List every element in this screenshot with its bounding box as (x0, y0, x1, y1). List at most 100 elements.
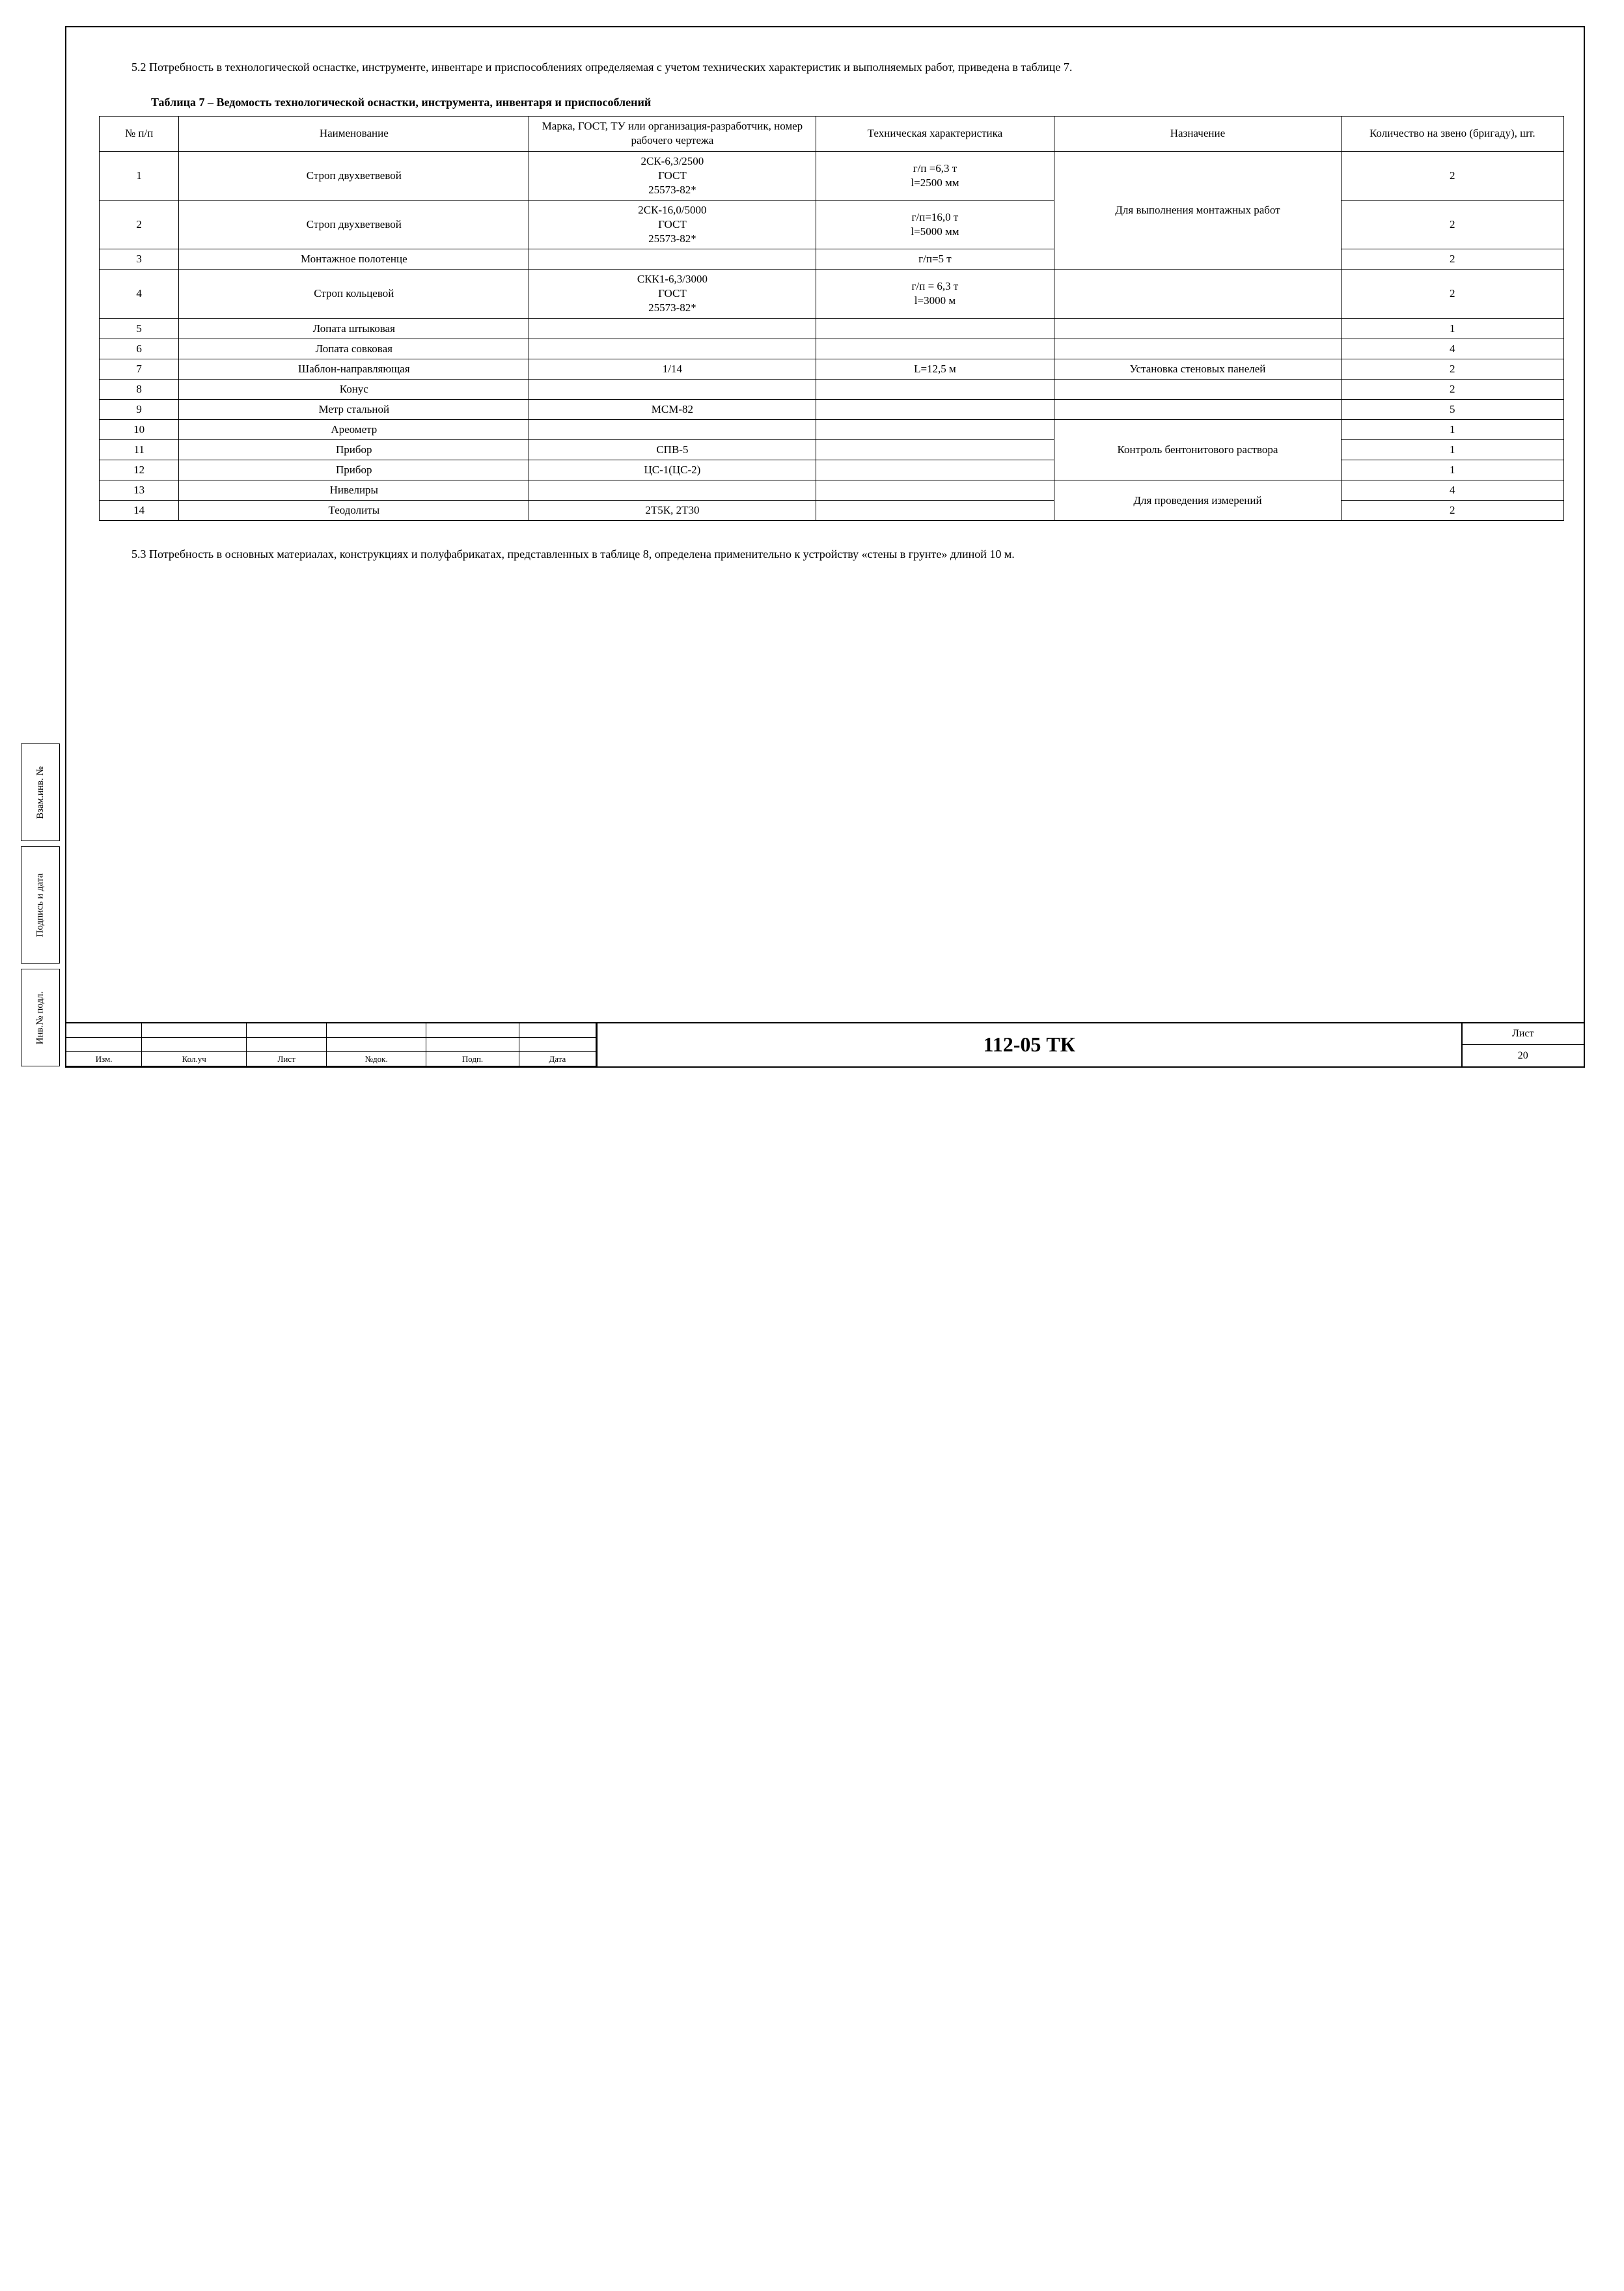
th-num: № п/п (100, 117, 179, 151)
table-cell: СКК1-6,3/3000ГОСТ 25573-82* (529, 270, 816, 318)
table-cell: Конус (179, 379, 529, 399)
sheet-box: Лист 20 (1463, 1023, 1584, 1067)
sidebar-box-vzam: Взам.инв. № (21, 743, 60, 841)
table-cell: 2СК-16,0/5000ГОСТ 25573-82* (529, 200, 816, 249)
table-row: 10АреометрКонтроль бентонитового раствор… (100, 419, 1564, 439)
table-cell: 4 (1341, 339, 1563, 359)
table-cell: Строп двухветвевой (179, 151, 529, 200)
table-cell: МСМ-82 (529, 399, 816, 419)
table-cell: Прибор (179, 460, 529, 480)
table-cell: СПВ-5 (529, 440, 816, 460)
table-row: 7Шаблон-направляющая1/14L=12,5 мУстановк… (100, 359, 1564, 379)
table-cell: Теодолиты (179, 501, 529, 521)
table-cell: 1 (1341, 460, 1563, 480)
table-cell: Строп кольцевой (179, 270, 529, 318)
rev-cell (327, 1038, 426, 1052)
table-cell (529, 379, 816, 399)
table-cell: 9 (100, 399, 179, 419)
rev-hdr: Лист (247, 1052, 327, 1066)
th-mark: Марка, ГОСТ, ТУ или организация-разработ… (529, 117, 816, 151)
table-cell: 3 (100, 249, 179, 270)
table-row: 4Строп кольцевойСКК1-6,3/3000ГОСТ 25573-… (100, 270, 1564, 318)
table-cell (816, 339, 1054, 359)
table-cell: 5 (1341, 399, 1563, 419)
table-cell: ЦС-1(ЦС-2) (529, 460, 816, 480)
table-cell: 2 (1341, 249, 1563, 270)
title-block: Изм. Кол.уч Лист №док. Подп. Дата 112-05… (66, 1022, 1584, 1067)
rev-cell (426, 1038, 519, 1052)
rev-cell (142, 1023, 247, 1038)
table-row: 11ПриборСПВ-51 (100, 440, 1564, 460)
revision-header-row: Изм. Кол.уч Лист №док. Подп. Дата (66, 1052, 596, 1066)
th-qty: Количество на звено (бригаду), шт. (1341, 117, 1563, 151)
table-cell: 1 (1341, 318, 1563, 339)
table-cell: 2 (1341, 270, 1563, 318)
rev-hdr: Изм. (66, 1052, 142, 1066)
table-cell: 1/14 (529, 359, 816, 379)
table-row: 8Конус2 (100, 379, 1564, 399)
table-cell (816, 480, 1054, 501)
paragraph-5-2: 5.2 Потребность в технологической оснаст… (99, 53, 1564, 81)
table-row: 14Теодолиты2Т5К, 2Т302 (100, 501, 1564, 521)
sheet-label: Лист (1463, 1023, 1584, 1046)
table-row: 3Монтажное полотенцег/п=5 т2 (100, 249, 1564, 270)
table-cell: 6 (100, 339, 179, 359)
table-cell: Монтажное полотенце (179, 249, 529, 270)
table-cell (529, 318, 816, 339)
table-row: 12ПриборЦС-1(ЦС-2) 1 (100, 460, 1564, 480)
doc-code: 112-05 ТК (598, 1023, 1463, 1067)
table-header-row: № п/п Наименование Марка, ГОСТ, ТУ или о… (100, 117, 1564, 151)
table-cell: Лопата совковая (179, 339, 529, 359)
rev-cell (327, 1023, 426, 1038)
rev-hdr: Дата (519, 1052, 596, 1066)
spacer (99, 582, 1564, 764)
table-cell: L=12,5 м (816, 359, 1054, 379)
sidebar-label: Инв.№ подл. (35, 991, 46, 1044)
table-cell: г/п=16,0 тl=5000 мм (816, 200, 1054, 249)
table-cell: 2 (1341, 200, 1563, 249)
table-cell (816, 419, 1054, 439)
table-cell: 12 (100, 460, 179, 480)
table-cell: 4 (100, 270, 179, 318)
page-frame: Взам.инв. № Подпись и дата Инв.№ подл. 5… (65, 26, 1585, 1068)
rev-cell (142, 1038, 247, 1052)
table-cell: Установка стеновых панелей (1054, 359, 1341, 379)
sidebar-stamps: Взам.инв. № Подпись и дата Инв.№ подл. (21, 738, 60, 1066)
table-cell (816, 460, 1054, 480)
table-cell: Контроль бентонитового раствора (1054, 419, 1341, 480)
table-cell: 5 (100, 318, 179, 339)
table-cell (1054, 270, 1341, 318)
table-cell: Прибор (179, 440, 529, 460)
table-cell: 2 (1341, 151, 1563, 200)
table-cell: 13 (100, 480, 179, 501)
table-cell: Лопата штыковая (179, 318, 529, 339)
paragraph-5-2-text: 5.2 Потребность в технологической оснаст… (131, 61, 1072, 74)
revision-table: Изм. Кол.уч Лист №док. Подп. Дата (66, 1023, 596, 1067)
rev-hdr: Кол.уч (142, 1052, 247, 1066)
table-row: 6Лопата совковая 4 (100, 339, 1564, 359)
table-cell: 1 (100, 151, 179, 200)
table-row: 2Строп двухветвевой2СК-16,0/5000ГОСТ 255… (100, 200, 1564, 249)
table-cell: 1 (1341, 440, 1563, 460)
table-cell: 2 (1341, 359, 1563, 379)
table-7-caption: Таблица 7 – Ведомость технологической ос… (151, 94, 1564, 111)
th-tech: Техническая характеристика (816, 117, 1054, 151)
table-cell (529, 339, 816, 359)
table-cell: 4 (1341, 480, 1563, 501)
table-row: 1Строп двухветвевой2СК-6,3/2500ГОСТ 2557… (100, 151, 1564, 200)
rev-cell (66, 1038, 142, 1052)
table-cell: Для выполнения монтажных работ (1054, 151, 1341, 270)
table-7: № п/п Наименование Марка, ГОСТ, ТУ или о… (99, 116, 1564, 521)
table-cell: г/п =6,3 тl=2500 мм (816, 151, 1054, 200)
table-cell: 14 (100, 501, 179, 521)
table-cell (816, 379, 1054, 399)
rev-cell (519, 1023, 596, 1038)
table-cell: 7 (100, 359, 179, 379)
paragraph-5-3-text: 5.3 Потребность в основных материалах, к… (131, 548, 1015, 561)
th-name: Наименование (179, 117, 529, 151)
rev-hdr: Подп. (426, 1052, 519, 1066)
table-cell: 8 (100, 379, 179, 399)
revision-row-blank (66, 1038, 596, 1052)
table-cell: 2СК-6,3/2500ГОСТ 25573-82* (529, 151, 816, 200)
table-cell: г/п = 6,3 тl=3000 м (816, 270, 1054, 318)
